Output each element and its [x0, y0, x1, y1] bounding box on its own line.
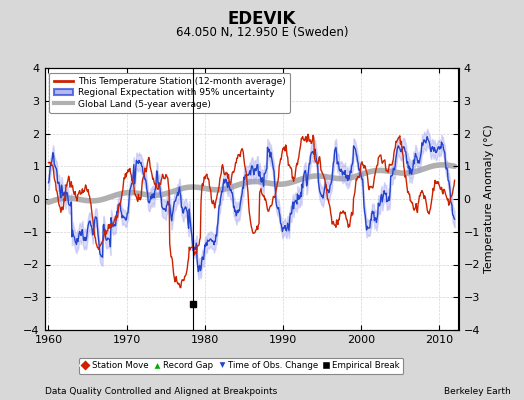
- Y-axis label: Temperature Anomaly (°C): Temperature Anomaly (°C): [484, 125, 494, 273]
- Legend: This Temperature Station (12-month average), Regional Expectation with 95% uncer: This Temperature Station (12-month avera…: [49, 72, 290, 113]
- Text: EDEVIK: EDEVIK: [228, 10, 296, 28]
- Text: 64.050 N, 12.950 E (Sweden): 64.050 N, 12.950 E (Sweden): [176, 26, 348, 39]
- Text: Berkeley Earth: Berkeley Earth: [444, 387, 511, 396]
- Legend: Station Move, Record Gap, Time of Obs. Change, Empirical Break: Station Move, Record Gap, Time of Obs. C…: [79, 358, 403, 374]
- Text: Data Quality Controlled and Aligned at Breakpoints: Data Quality Controlled and Aligned at B…: [45, 387, 277, 396]
